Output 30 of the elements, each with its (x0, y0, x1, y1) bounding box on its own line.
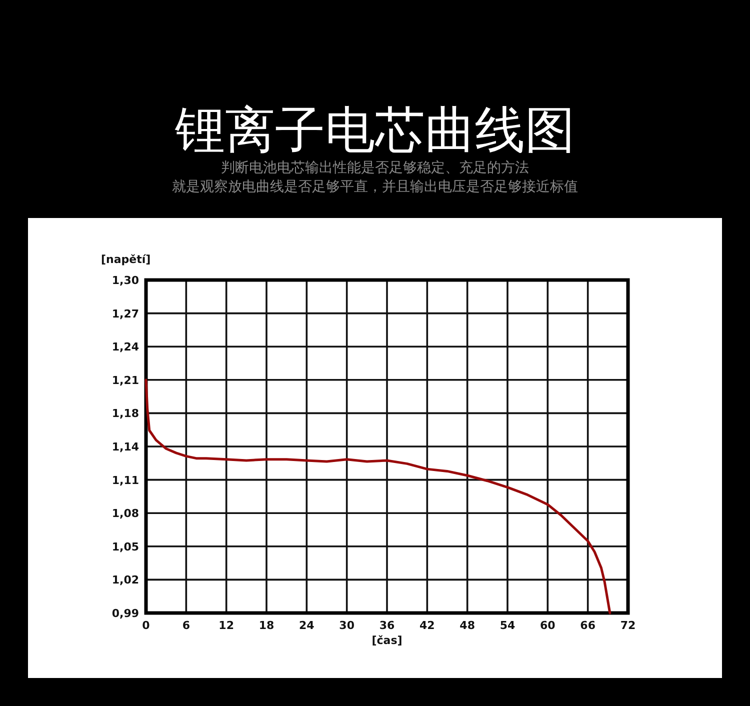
y-axis-title: [napětí] (101, 253, 151, 266)
y-tick-label: 1,30 (112, 274, 140, 287)
x-tick-label: 42 (420, 619, 435, 632)
x-tick-label: 0 (142, 619, 150, 632)
y-tick-label: 1,05 (112, 540, 139, 554)
x-tick-label: 66 (580, 619, 596, 632)
y-tick-label: 0,99 (112, 607, 139, 620)
chart-title: 锂离子电芯曲线图 (174, 101, 575, 159)
y-tick-label: 1,08 (112, 507, 139, 520)
y-tick-label: 1,24 (112, 340, 140, 354)
x-tick-label: 60 (540, 619, 556, 632)
x-tick-label: 54 (500, 619, 516, 632)
x-axis-title: [čas] (372, 634, 402, 647)
y-tick-label: 1,02 (112, 574, 139, 587)
y-tick-label: 1,11 (112, 474, 139, 487)
x-tick-label: 36 (379, 619, 395, 632)
x-tick-label: 30 (339, 619, 355, 632)
y-tick-label: 1,18 (112, 407, 139, 420)
text: 就是观察放电曲线是否足够平直，并且输出电压是否足够接近标值 (172, 179, 578, 195)
chart-subtitle: 判断电池电芯输出性能是否足够稳定、充足的方法 (221, 160, 529, 176)
y-tick-label: 1,27 (112, 307, 139, 320)
x-tick-label: 72 (620, 619, 636, 632)
x-tick-label: 24 (299, 619, 315, 632)
x-tick-label: 12 (218, 619, 234, 632)
x-tick-label: 18 (258, 619, 274, 632)
y-tick-label: 1,14 (112, 440, 140, 454)
y-tick-label: 1,21 (112, 374, 139, 387)
line-series (144, 378, 612, 614)
x-tick-label: 48 (460, 619, 475, 632)
x-tick-label: 6 (182, 619, 190, 632)
